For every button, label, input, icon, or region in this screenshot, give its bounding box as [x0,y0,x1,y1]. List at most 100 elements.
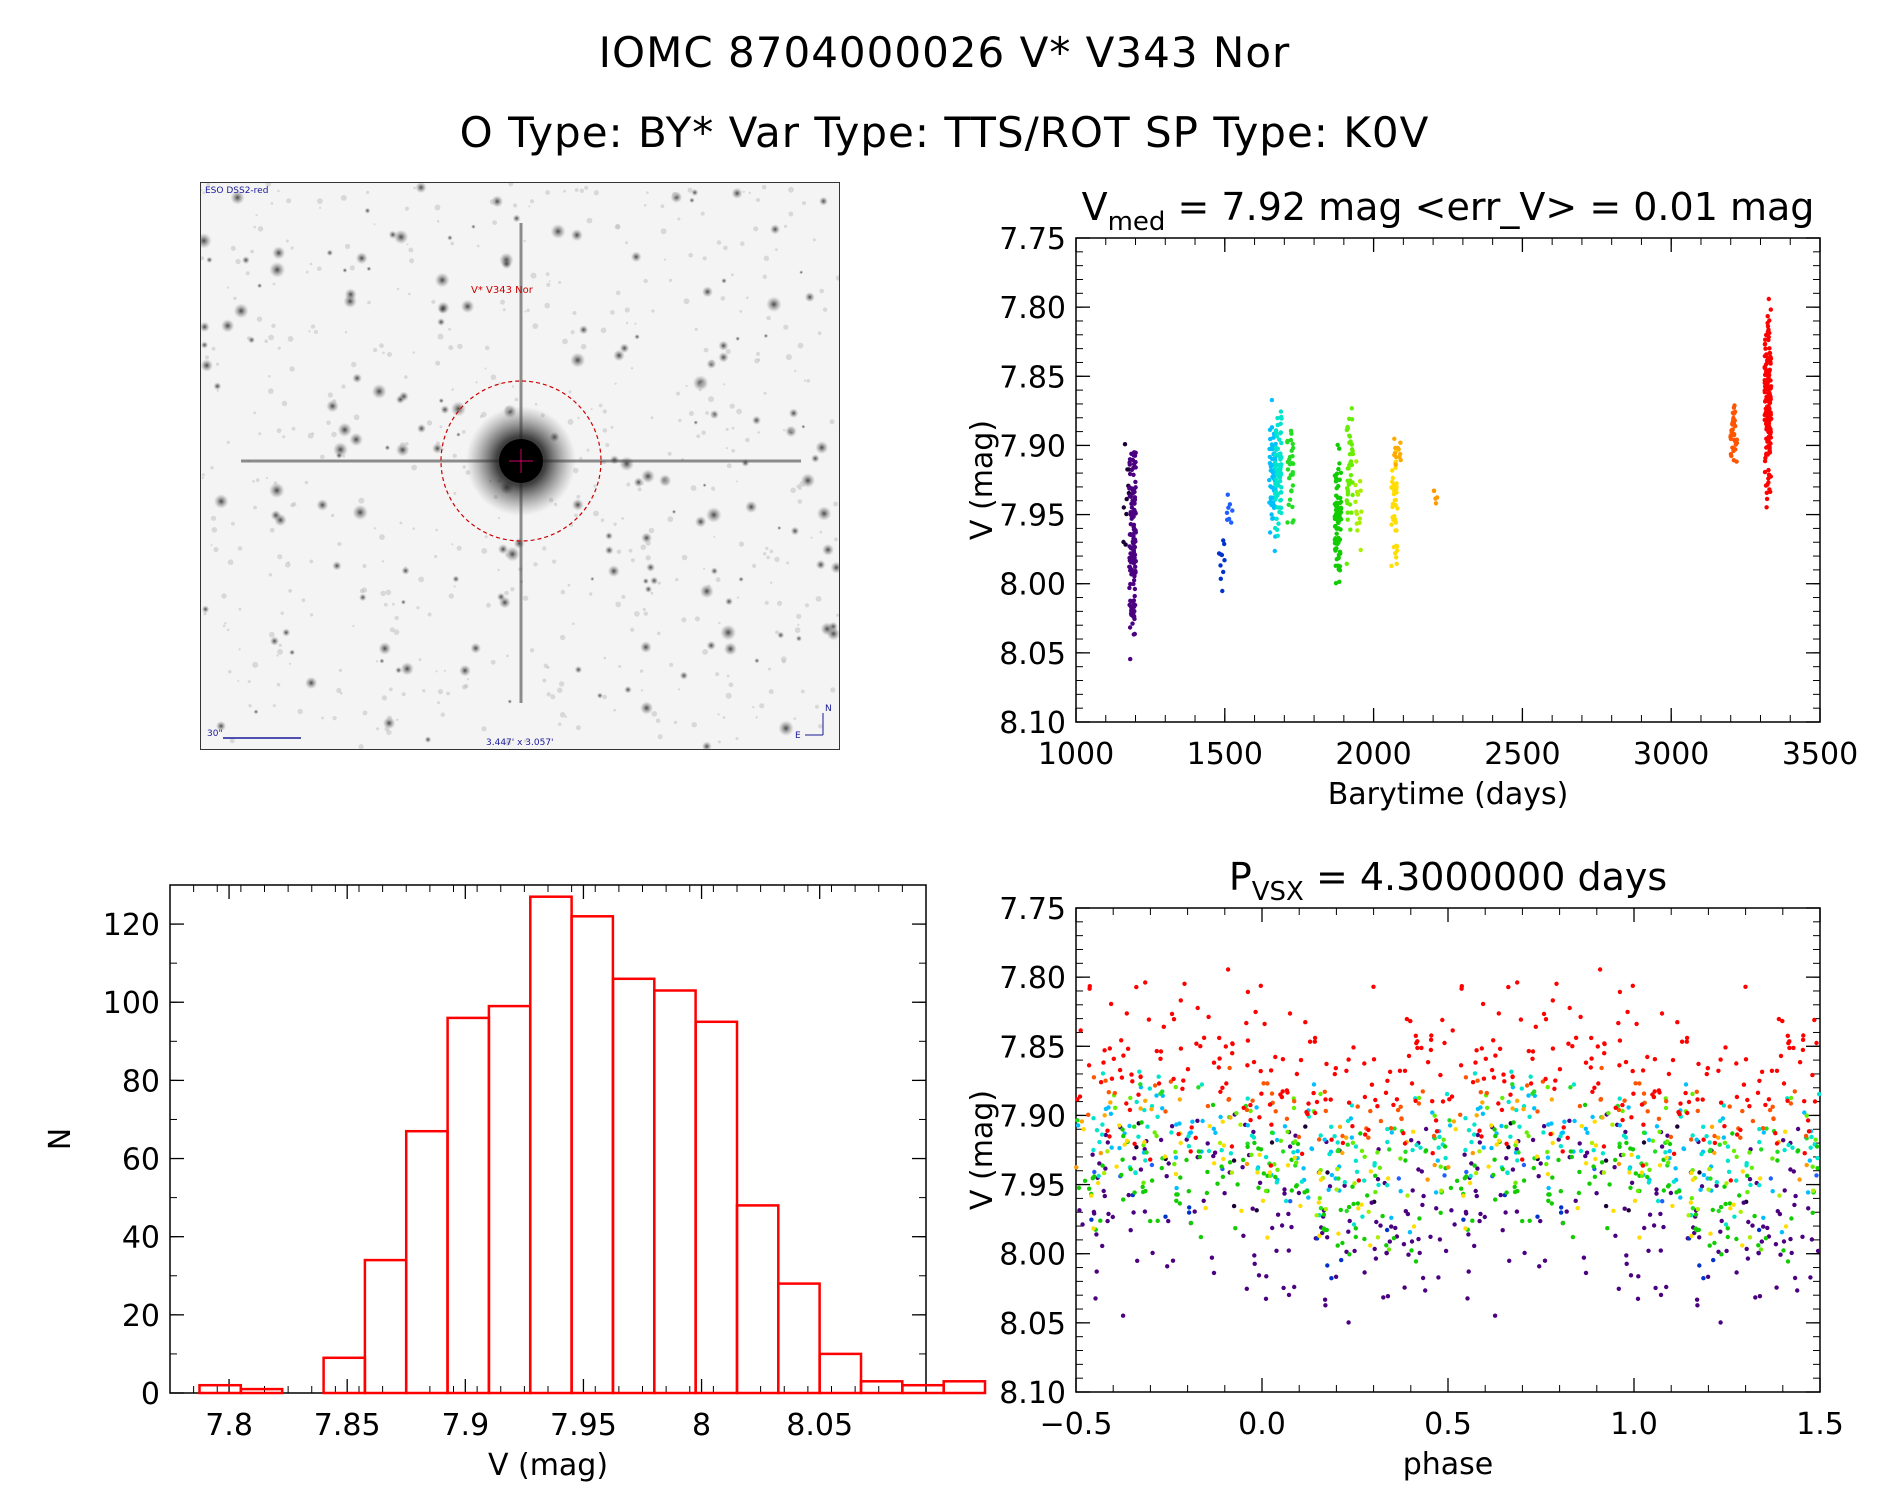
phase-point [1463,1116,1468,1121]
phase-point [1795,1148,1801,1153]
phase-point [1802,1099,1807,1104]
phase-point [1108,1111,1114,1117]
lightcurve-point [1278,490,1284,495]
phase-point [1362,1061,1367,1066]
phase-point [1396,1176,1402,1181]
phase-point [1705,1066,1711,1071]
phase-point [1227,1065,1232,1071]
phase-point [1617,1123,1623,1128]
phase-point [1321,1212,1327,1217]
phase-point [1350,1124,1355,1129]
phase-point [1332,1071,1338,1077]
phase-point [1119,1172,1124,1178]
phase-point [1133,1170,1138,1176]
phase-point [1238,1122,1243,1127]
phase-point [1666,1071,1672,1077]
phase-point [1707,1140,1712,1145]
phase-point [1461,1217,1466,1222]
y-axis-label: V (mag) [965,420,1000,540]
phase-point [1774,1068,1780,1074]
phase-point [1812,1099,1818,1104]
phase-point [1462,1152,1467,1157]
lightcurve-point [1394,561,1399,566]
phase-point [1143,980,1148,985]
phase-point [1546,1198,1551,1204]
lightcurve-point [1347,462,1352,468]
lightcurve-point [1393,528,1398,533]
phase-point [1125,1046,1131,1052]
lightcurve-point [1337,579,1342,584]
x-tick-label: 7.95 [550,1408,617,1443]
phase-point [1406,1252,1411,1257]
phase-point [1332,1134,1337,1139]
phase-point [1097,1139,1102,1145]
phase-point [1636,1274,1641,1279]
phase-point [1286,1248,1292,1253]
phase-point [1138,1106,1143,1111]
phase-point [1558,1189,1564,1194]
phase-point [1757,1126,1762,1132]
phase-point [1759,1239,1765,1244]
lightcurve-point [1335,519,1341,525]
lightcurve-point [1124,511,1129,517]
phase-point [1285,1163,1291,1168]
phase-point [1506,1099,1511,1105]
lightcurve-point [1731,432,1737,437]
phase-point [1142,1147,1147,1152]
histogram-bar [198,1383,243,1395]
lightcurve-point [1285,438,1290,444]
phase-point [1344,1135,1349,1140]
phase-point [1413,1259,1419,1264]
lightcurve-point [1216,551,1222,556]
phase-point [1724,1181,1729,1186]
lightcurve-point [1767,367,1773,372]
phase-point [1469,1139,1474,1145]
lightcurve-point [1273,441,1278,447]
phase-point [1514,1147,1519,1152]
phase-point [1788,1236,1793,1242]
phase-point [1252,1140,1257,1146]
phase-point [1472,1122,1477,1127]
phase-point [1690,1177,1696,1183]
phase-point [1568,1085,1573,1090]
phase-point [1664,1155,1669,1161]
phase-point [1210,1102,1216,1108]
phase-point [1716,1135,1721,1140]
lightcurve-point [1133,564,1138,569]
phase-point [1743,984,1748,989]
lightcurve-point [1332,540,1338,546]
lightcurve-point [1218,563,1223,568]
phase-point [1177,1201,1183,1206]
phase-point [1466,1232,1471,1237]
lightcurve-point [1274,430,1279,436]
phase-point [1138,1074,1143,1080]
lightcurve-point [1345,510,1350,515]
phase-point [1657,1090,1662,1095]
phase-point [1087,1186,1092,1191]
phase-point [1506,1145,1511,1150]
phase-point [1098,1150,1104,1156]
phase-point [1734,1094,1740,1100]
y-tick-label: 8.10 [999,1376,1066,1411]
phase-point [1633,1081,1638,1086]
phase-point [1550,998,1556,1003]
phase-point [1323,1303,1328,1308]
phase-point [1535,1109,1540,1114]
phase-point [1313,1110,1318,1116]
phase-point [1346,1100,1352,1105]
phase-point [1458,1063,1464,1068]
phase-point [1616,1161,1622,1167]
lightcurve-point [1731,420,1736,426]
lightcurve-point [1353,499,1358,504]
phase-point [1785,1098,1790,1104]
phase-point [1504,1141,1509,1147]
phase-point [1359,1148,1365,1154]
lightcurve-point [1131,578,1137,583]
lightcurve-point [1267,454,1273,460]
lightcurve-point [1334,531,1339,536]
lightcurve-point [1131,461,1137,467]
phase-point [1793,1193,1798,1199]
phase-point [1398,1156,1403,1161]
phase-point [1632,1198,1638,1204]
